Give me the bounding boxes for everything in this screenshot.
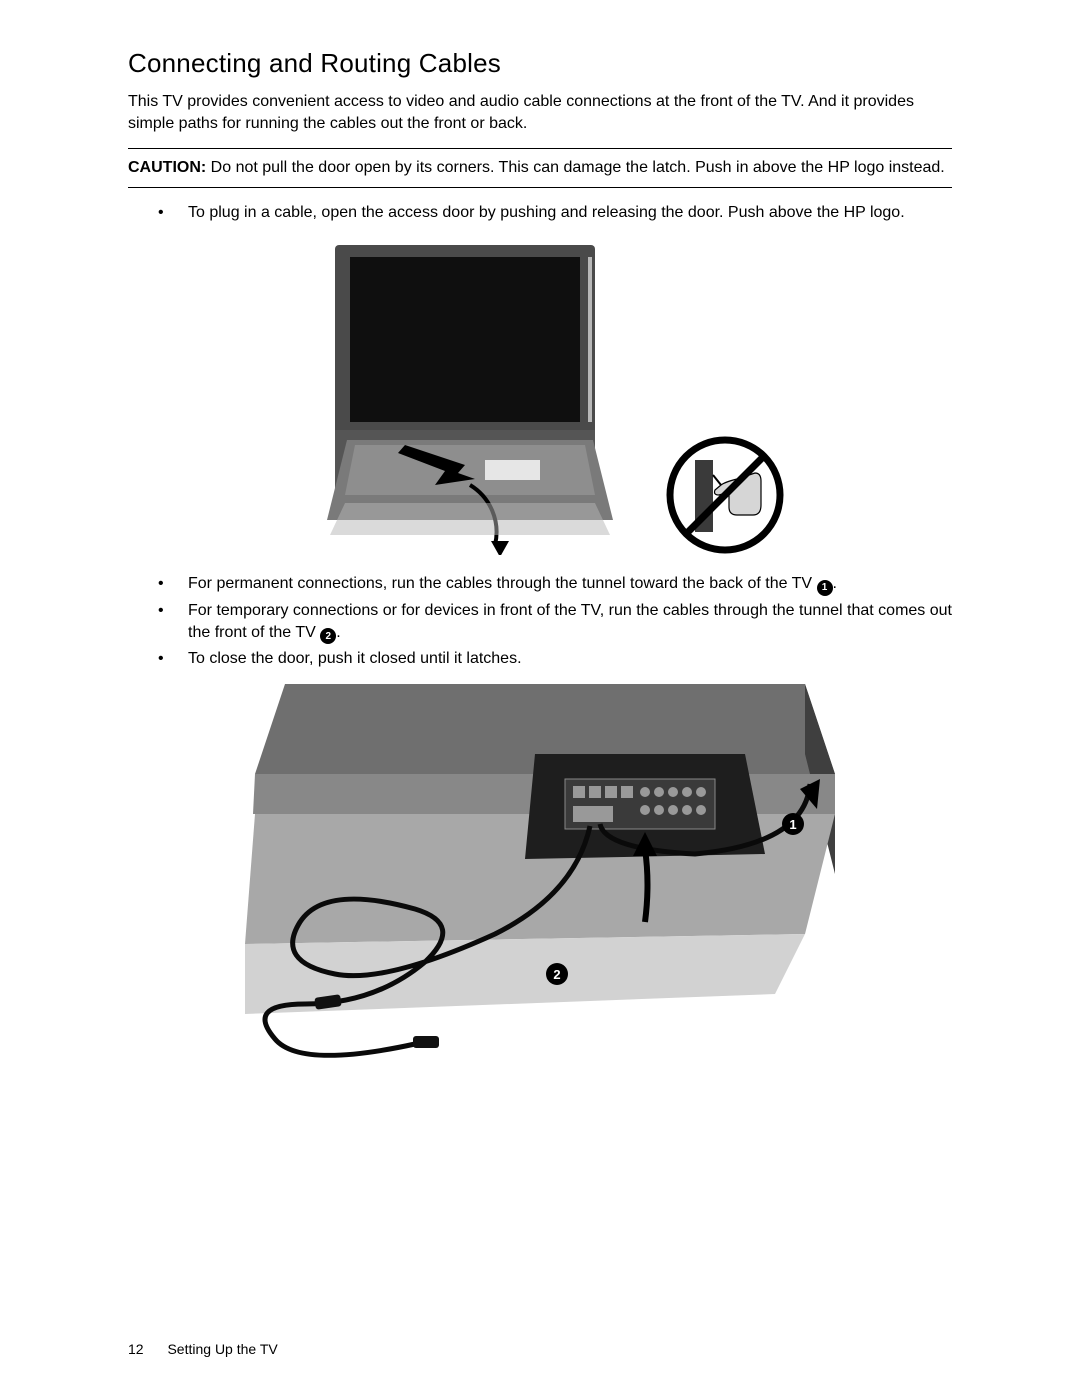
list-item: For permanent connections, run the cable… xyxy=(158,573,952,596)
callout-badge: 2 xyxy=(320,628,336,644)
prohibition-icon xyxy=(665,435,785,555)
bullet-list-mid: For permanent connections, run the cable… xyxy=(128,573,952,670)
caution-box: CAUTION: Do not pull the door open by it… xyxy=(128,148,952,188)
list-item: To plug in a cable, open the access door… xyxy=(158,202,952,224)
callout-badge: 1 xyxy=(817,580,833,596)
svg-text:2: 2 xyxy=(553,967,560,982)
caution-text: Do not pull the door open by its corners… xyxy=(206,159,945,176)
section-name: Setting Up the TV xyxy=(167,1341,277,1357)
figure-row-1 xyxy=(128,235,952,555)
intro-paragraph: This TV provides convenient access to vi… xyxy=(128,91,952,134)
caution-label: CAUTION: xyxy=(128,159,206,176)
page-number: 12 xyxy=(128,1341,144,1357)
page-title: Connecting and Routing Cables xyxy=(128,48,952,79)
list-item-text-after: . xyxy=(833,575,837,592)
figure-tv-push-door xyxy=(295,235,625,555)
list-item-text: To close the door, push it closed until … xyxy=(188,650,522,667)
bullet-list-top: To plug in a cable, open the access door… xyxy=(128,202,952,224)
list-item-text: For temporary connections or for devices… xyxy=(188,602,952,641)
list-item-text-after: . xyxy=(336,624,340,641)
list-item: For temporary connections or for devices… xyxy=(158,600,952,644)
svg-text:1: 1 xyxy=(789,817,796,832)
page-footer: 12 Setting Up the TV xyxy=(128,1341,278,1357)
figure-cable-routing: 1 2 xyxy=(245,684,835,1084)
list-item-text: For permanent connections, run the cable… xyxy=(188,575,817,592)
list-item: To close the door, push it closed until … xyxy=(158,648,952,670)
